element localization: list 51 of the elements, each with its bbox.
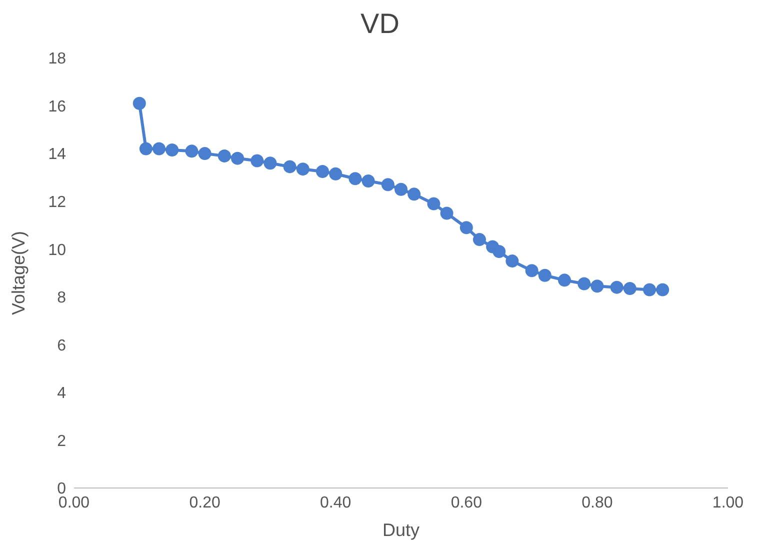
point [132, 96, 146, 110]
y-tick-label: 14 [48, 146, 66, 164]
y-tick-label: 10 [48, 242, 66, 259]
point [643, 283, 656, 296]
point [394, 182, 408, 196]
point [362, 174, 375, 188]
point [231, 152, 244, 165]
point [538, 268, 552, 282]
x-tick-label: 1.00 [712, 494, 744, 512]
point [610, 280, 624, 294]
point [218, 149, 231, 162]
point [460, 221, 473, 234]
x-tick-label: 0.80 [582, 494, 613, 512]
y-tick-label: 16 [48, 98, 66, 116]
point [381, 178, 394, 192]
point [329, 167, 342, 180]
chart-title: VD [360, 8, 400, 41]
point [250, 154, 264, 168]
point [656, 283, 670, 296]
point [264, 156, 277, 170]
x-tick-label: 0.60 [450, 494, 482, 512]
y-tick-label: 4 [57, 385, 66, 402]
point [166, 143, 179, 156]
point [152, 142, 166, 156]
point [408, 188, 421, 201]
point [492, 245, 506, 258]
y-axis-title: Voltage(V) [8, 230, 28, 316]
point [506, 254, 519, 268]
point [198, 147, 212, 160]
y-tick-label: 8 [57, 290, 66, 307]
point [578, 277, 591, 290]
point [283, 160, 296, 174]
point [185, 144, 198, 158]
point [525, 264, 538, 278]
point [558, 274, 571, 287]
point [590, 280, 604, 293]
y-tick-label: 6 [57, 337, 66, 354]
point [296, 162, 310, 176]
point [316, 164, 330, 178]
y-tick-label: 12 [48, 194, 66, 212]
point [623, 282, 636, 296]
point [472, 233, 486, 246]
y-tick-label: 18 [48, 50, 66, 68]
point [427, 197, 440, 210]
point [139, 142, 152, 156]
x-tick-label: 0.20 [189, 494, 220, 512]
x-axis-title: Duty [382, 520, 420, 540]
x-tick-label: 0.40 [320, 494, 352, 512]
point [440, 206, 454, 220]
point [348, 172, 362, 186]
y-tick-label: 2 [57, 432, 66, 450]
